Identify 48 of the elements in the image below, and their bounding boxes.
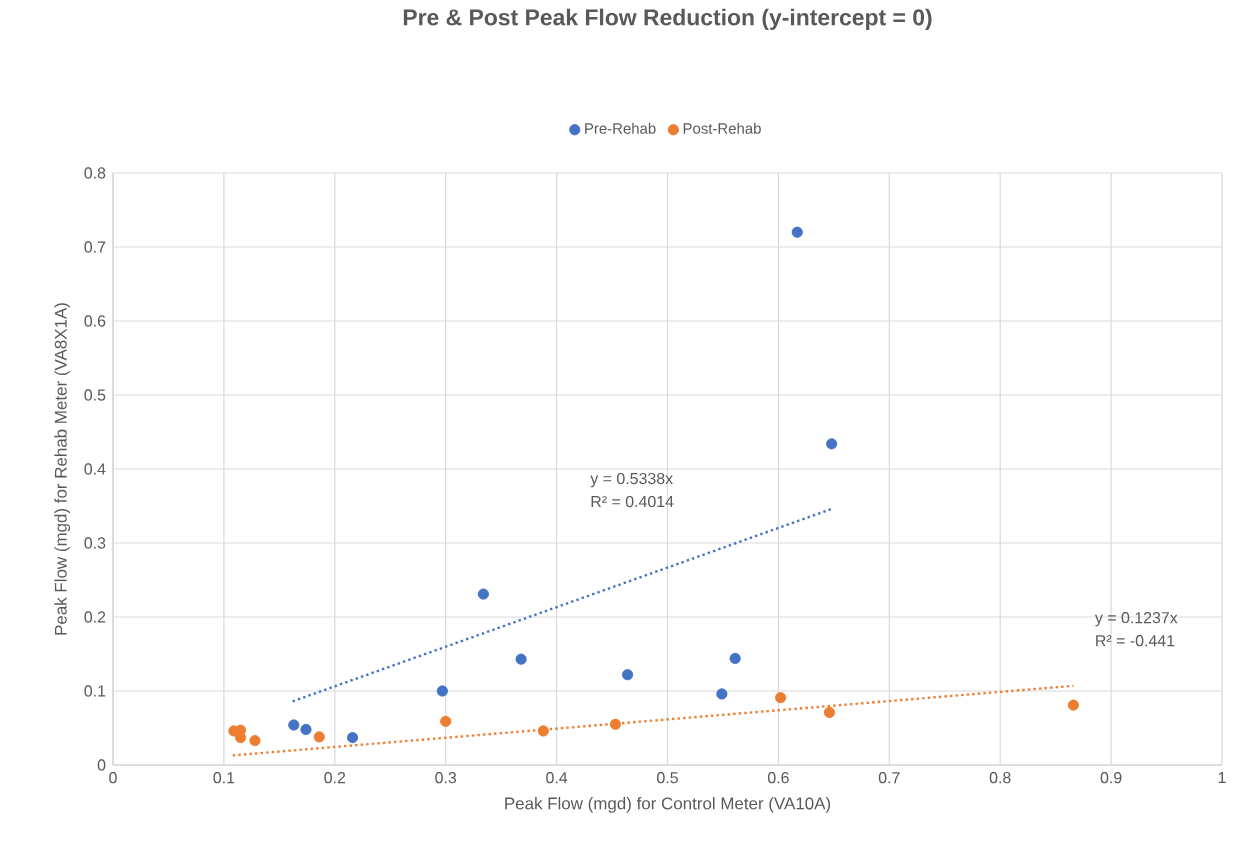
annotation: y = 0.1237x bbox=[1094, 612, 1178, 627]
point bbox=[515, 653, 527, 665]
chart-title: Pre & Post Peak Flow Reduction (y-intercept = 0) bbox=[403, 8, 932, 30]
point bbox=[775, 692, 787, 704]
legend-label: Post-Rehab bbox=[683, 122, 761, 134]
y-tick-label: 0.3 bbox=[84, 537, 106, 549]
y-tick-label: 0.8 bbox=[84, 167, 106, 179]
point bbox=[313, 731, 325, 743]
point bbox=[791, 226, 803, 238]
x-tick-label: 0.8 bbox=[989, 772, 1011, 784]
point bbox=[729, 652, 741, 665]
x-tick-label: 0.3 bbox=[435, 772, 457, 784]
point bbox=[537, 725, 549, 737]
x-tick-label: 0.6 bbox=[767, 772, 789, 784]
point bbox=[609, 718, 621, 730]
y-tick-label: 0.5 bbox=[84, 389, 106, 401]
point bbox=[1067, 699, 1079, 711]
y-axis-title: Peak Flow (mgd) for Rehab Meter (VA8X1A) bbox=[54, 303, 71, 635]
x-tick-label: 0.2 bbox=[324, 772, 346, 784]
point bbox=[249, 735, 261, 747]
point bbox=[346, 732, 359, 744]
x-tick-label: 0.1 bbox=[213, 772, 235, 784]
y-tick-label: 0.6 bbox=[84, 315, 106, 327]
y-tick-label: 0.2 bbox=[84, 611, 106, 623]
annotation: y = 0.5338x bbox=[590, 472, 673, 488]
y-tick-label: 0.1 bbox=[84, 685, 106, 697]
x-tick-label: 0.4 bbox=[546, 772, 568, 784]
legend-label: Pre-Rehab bbox=[585, 122, 656, 134]
x-tick-label: 0.5 bbox=[657, 772, 678, 784]
annotation: R² = -0.441 bbox=[1096, 635, 1175, 647]
y-tick-label: 0 bbox=[97, 759, 106, 771]
x-tick-label: 1 bbox=[1218, 772, 1226, 784]
x-tick-label: 0 bbox=[109, 772, 117, 784]
point bbox=[436, 685, 448, 697]
point bbox=[288, 719, 300, 731]
y-tick-label: 0.7 bbox=[84, 241, 106, 253]
point bbox=[477, 588, 489, 600]
annotation: R² = 0.4014 bbox=[591, 495, 674, 508]
x-tick-label: 0.9 bbox=[1100, 772, 1122, 784]
y-tick-label: 0.4 bbox=[84, 463, 106, 475]
x-axis-title: Peak Flow (mgd) for Control Meter (VA10A) bbox=[505, 797, 831, 813]
point bbox=[440, 715, 452, 727]
point bbox=[716, 688, 728, 700]
point bbox=[622, 669, 634, 681]
x-tick-label: 0.7 bbox=[878, 772, 900, 784]
point bbox=[300, 723, 312, 736]
point bbox=[826, 438, 838, 450]
point bbox=[823, 706, 835, 719]
